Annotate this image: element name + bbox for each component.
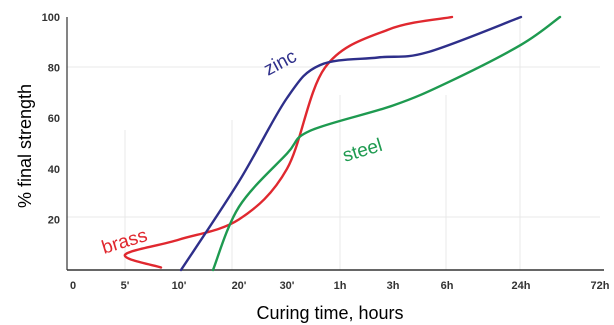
series-label-steel: steel <box>340 135 385 167</box>
x-tick-label: 3h <box>387 280 400 292</box>
series-line-zinc <box>179 15 523 272</box>
x-axis-label: Curing time, hours <box>256 303 403 323</box>
x-tick-label: 72h <box>591 280 610 292</box>
x-tick-label: 1h <box>334 280 347 292</box>
x-tick-label: 10' <box>172 280 187 292</box>
x-tick-label: 5' <box>121 280 130 292</box>
y-tick-label: 40 <box>48 164 60 176</box>
y-tick-label: 100 <box>42 12 60 24</box>
y-tick-labels: 20 40 60 80 100 <box>42 12 60 226</box>
x-tick-label: 20' <box>232 280 247 292</box>
y-axis-label: % final strength <box>15 84 35 208</box>
x-tick-label: 24h <box>512 280 531 292</box>
y-tick-label: 20 <box>48 214 60 226</box>
series-label-zinc: zinc <box>260 46 300 80</box>
x-tick-labels: 0 5' 10' 20' 30' 1h 3h 6h 24h 72h <box>70 280 610 292</box>
y-tick-label: 80 <box>48 63 60 75</box>
x-tick-label: 30' <box>280 280 295 292</box>
x-tick-label: 6h <box>441 280 454 292</box>
series-line-brass <box>123 15 454 269</box>
series-line-steel <box>211 15 562 272</box>
series-lines <box>123 15 562 272</box>
y-tick-label: 60 <box>48 113 60 125</box>
faint-guides <box>67 20 600 270</box>
x-tick-label: 0 <box>70 280 76 292</box>
